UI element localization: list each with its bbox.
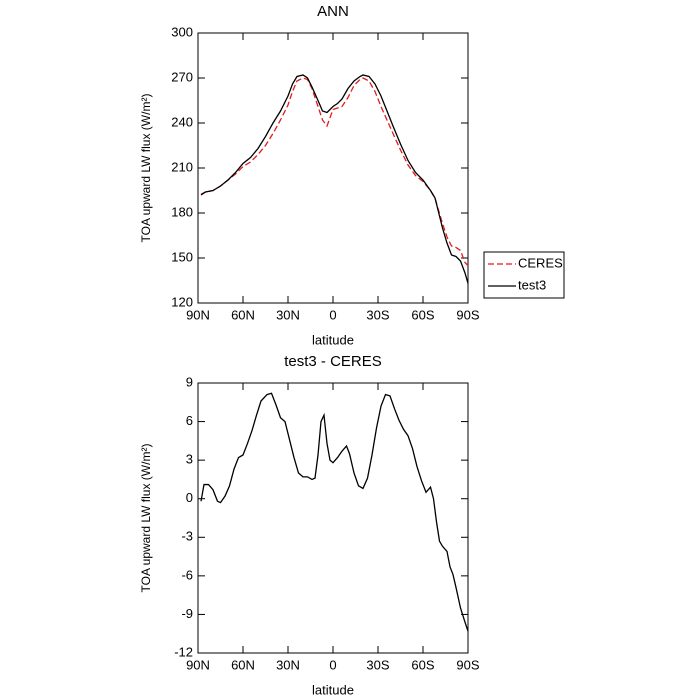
data-line (200, 74, 469, 284)
x-tick-label: 30S (366, 657, 389, 672)
x-axis-label: latitude (312, 682, 354, 697)
y-tick-label: -6 (181, 567, 193, 582)
y-tick-label: -12 (174, 644, 193, 659)
legend-box (483, 251, 565, 299)
x-tick-label: 60N (231, 307, 255, 322)
plot-frame (197, 382, 469, 654)
y-tick-label: 180 (171, 204, 193, 219)
y-tick-label: 120 (171, 294, 193, 309)
y-tick-label: 6 (186, 413, 193, 428)
x-tick-label: 90N (186, 657, 210, 672)
y-tick-label: 270 (171, 69, 193, 84)
x-tick-label: 30N (276, 657, 300, 672)
x-tick-label: 90S (456, 307, 479, 322)
legend-label: CERES (518, 255, 563, 270)
chart-title: ANN (317, 3, 349, 20)
x-tick-label: 0 (329, 657, 336, 672)
legend-label: test3 (518, 277, 546, 292)
x-tick-label: 60S (411, 307, 434, 322)
y-tick-label: 210 (171, 159, 193, 174)
x-tick-label: 30N (276, 307, 300, 322)
y-tick-label: 240 (171, 114, 193, 129)
x-tick-label: 90N (186, 307, 210, 322)
y-tick-label: 0 (186, 490, 193, 505)
y-tick-label: -9 (181, 606, 193, 621)
y-tick-label: 300 (171, 24, 193, 39)
y-axis-label: TOA upward LW flux (W/m²) (139, 94, 153, 243)
y-tick-label: -3 (181, 529, 193, 544)
y-tick-label: 3 (186, 452, 193, 467)
y-tick-label: 9 (186, 374, 193, 389)
x-tick-label: 60S (411, 657, 434, 672)
x-axis-label: latitude (312, 332, 354, 347)
x-tick-label: 90S (456, 657, 479, 672)
chart-title: test3 - CERES (284, 353, 382, 370)
y-tick-label: 150 (171, 249, 193, 264)
x-tick-label: 60N (231, 657, 255, 672)
x-tick-label: 30S (366, 307, 389, 322)
x-tick-label: 0 (329, 307, 336, 322)
y-axis-label: TOA upward LW flux (W/m²) (139, 444, 153, 593)
data-line (200, 392, 469, 632)
